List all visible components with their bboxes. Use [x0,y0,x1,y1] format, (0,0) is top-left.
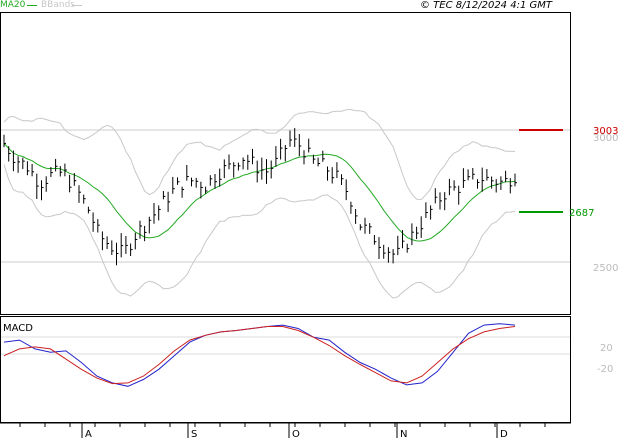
macd-title: MACD [3,323,33,334]
price-bars [3,128,517,266]
price-panel-frame [0,12,571,315]
resistance-value-label: 3003 [593,126,618,137]
macd-signal-line [3,326,516,385]
x-tick-label: O [292,429,300,440]
x-tick-label: S [191,429,197,440]
x-tick-label: N [400,429,407,440]
bbands-legend-swatch [72,5,82,6]
macd-lines [3,323,516,387]
copyright-label: © TEC 8/12/2024 4:1 GMT [420,0,552,11]
y-tick-2500: 2500 [593,263,618,274]
ma20-line [3,143,516,242]
ma20-legend-swatch [27,5,37,6]
y-tick-3000: 3000 [593,133,618,144]
bbands-legend-label: BBands [41,0,75,10]
ma20-legend-label: MA20 [0,0,26,10]
bbands-upper [3,108,516,201]
macd-y-tick--20: -20 [597,364,613,375]
bollinger-bands [3,108,516,299]
macd-panel-frame [0,316,571,423]
macd-line [3,323,516,387]
bbands-lower [3,164,516,299]
x-tick-label: A [85,429,92,440]
macd-y-tick-20: 20 [600,343,613,354]
support-value-label: 2687 [569,208,594,219]
x-tick-label: D [500,429,508,440]
ma20-path [3,143,516,242]
header: MA20 BBands © TEC 8/12/2024 4:1 GMT [0,0,627,12]
